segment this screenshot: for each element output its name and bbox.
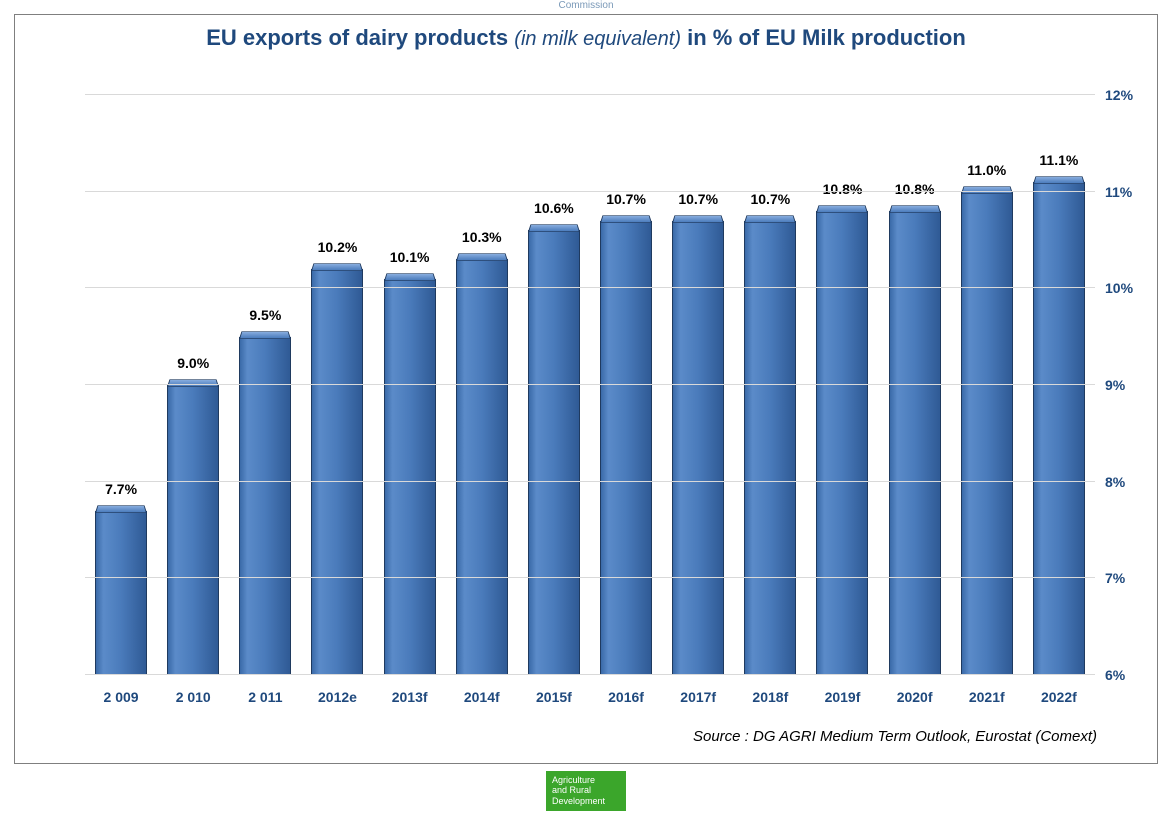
bar: [1033, 182, 1085, 675]
bar-slot: 10.7%: [590, 95, 662, 675]
bar-slot: 10.7%: [662, 95, 734, 675]
y-axis-tick: 10%: [1105, 280, 1145, 296]
bar: [239, 337, 291, 675]
gridline: [85, 191, 1095, 192]
gridline: [85, 481, 1095, 482]
bar: [600, 221, 652, 675]
y-axis-tick: 12%: [1105, 87, 1145, 103]
x-axis-label: 2016f: [590, 689, 662, 705]
x-axis-label: 2022f: [1023, 689, 1095, 705]
bar-slot: 10.1%: [374, 95, 446, 675]
x-axis-label: 2 011: [229, 689, 301, 705]
bar-value-label: 10.1%: [390, 249, 430, 265]
gridline: [85, 384, 1095, 385]
y-axis-tick: 8%: [1105, 474, 1145, 490]
x-axis-label: 2 009: [85, 689, 157, 705]
x-axis-label: 2014f: [446, 689, 518, 705]
gridline: [85, 287, 1095, 288]
bar-slot: 11.0%: [951, 95, 1023, 675]
bar-slot: 10.6%: [518, 95, 590, 675]
bar: [816, 211, 868, 675]
bar: [672, 221, 724, 675]
bar: [889, 211, 941, 675]
bar-slot: 10.7%: [734, 95, 806, 675]
bar-value-label: 10.8%: [823, 181, 863, 197]
bar-value-label: 9.5%: [249, 307, 281, 323]
bar: [167, 385, 219, 675]
plot-area: 7.7% 9.0% 9.5% 10.2% 10.1% 10.3% 10.6% 10.7% 10.…: [85, 95, 1095, 675]
bar-value-label: 9.0%: [177, 355, 209, 371]
x-axis-label: 2019f: [806, 689, 878, 705]
header-commission-label: Commission: [558, 0, 613, 11]
bar-slot: 7.7%: [85, 95, 157, 675]
bar-slot: 9.5%: [229, 95, 301, 675]
y-axis-tick: 7%: [1105, 570, 1145, 586]
bar-slot: 10.8%: [879, 95, 951, 675]
bar: [311, 269, 363, 675]
footer-line-2: and Rural: [552, 785, 620, 796]
x-axis-label: 2 010: [157, 689, 229, 705]
bar-value-label: 10.7%: [606, 191, 646, 207]
bar-slot: 10.2%: [301, 95, 373, 675]
bar-slot: 9.0%: [157, 95, 229, 675]
x-axis-label: 2013f: [374, 689, 446, 705]
x-axis-label: 2021f: [951, 689, 1023, 705]
x-axis-label: 2015f: [518, 689, 590, 705]
x-axis-label: 2018f: [734, 689, 806, 705]
bar: [456, 259, 508, 675]
bar-value-label: 10.2%: [318, 239, 358, 255]
bar-value-label: 10.7%: [750, 191, 790, 207]
x-axis-label: 2012e: [301, 689, 373, 705]
y-axis-tick: 11%: [1105, 184, 1145, 200]
footer-badge: Agriculture and Rural Development: [546, 771, 626, 811]
bar-value-label: 10.8%: [895, 181, 935, 197]
x-axis-labels: 2 0092 0102 0112012e2013f2014f2015f2016f…: [85, 689, 1095, 705]
footer-line-3: Development: [552, 796, 620, 807]
bar-value-label: 11.0%: [967, 162, 1006, 178]
bar: [961, 192, 1013, 675]
title-main-2: in % of EU Milk production: [681, 25, 966, 50]
bar: [744, 221, 796, 675]
x-axis-label: 2020f: [879, 689, 951, 705]
bar-value-label: 11.1%: [1039, 152, 1078, 168]
bar: [95, 511, 147, 675]
chart-title: EU exports of dairy products (in milk eq…: [15, 25, 1157, 51]
gridline: [85, 94, 1095, 95]
bar-value-label: 10.3%: [462, 229, 502, 245]
bars-group: 7.7% 9.0% 9.5% 10.2% 10.1% 10.3% 10.6% 10.7% 10.…: [85, 95, 1095, 675]
bar-slot: 10.8%: [806, 95, 878, 675]
bar: [384, 279, 436, 675]
bar-slot: 10.3%: [446, 95, 518, 675]
bar: [528, 230, 580, 675]
x-axis-label: 2017f: [662, 689, 734, 705]
gridline: [85, 674, 1095, 675]
source-citation: Source : DG AGRI Medium Term Outlook, Eu…: [693, 728, 1097, 745]
bar-value-label: 10.6%: [534, 200, 574, 216]
gridline: [85, 577, 1095, 578]
title-subtitle: (in milk equivalent): [514, 28, 681, 50]
title-main-1: EU exports of dairy products: [206, 25, 514, 50]
footer-line-1: Agriculture: [552, 775, 620, 786]
bar-value-label: 10.7%: [678, 191, 718, 207]
y-axis-tick: 9%: [1105, 377, 1145, 393]
bar-slot: 11.1%: [1023, 95, 1095, 675]
y-axis-tick: 6%: [1105, 667, 1145, 683]
bar-value-label: 7.7%: [105, 481, 137, 497]
chart-container: EU exports of dairy products (in milk eq…: [14, 14, 1158, 764]
